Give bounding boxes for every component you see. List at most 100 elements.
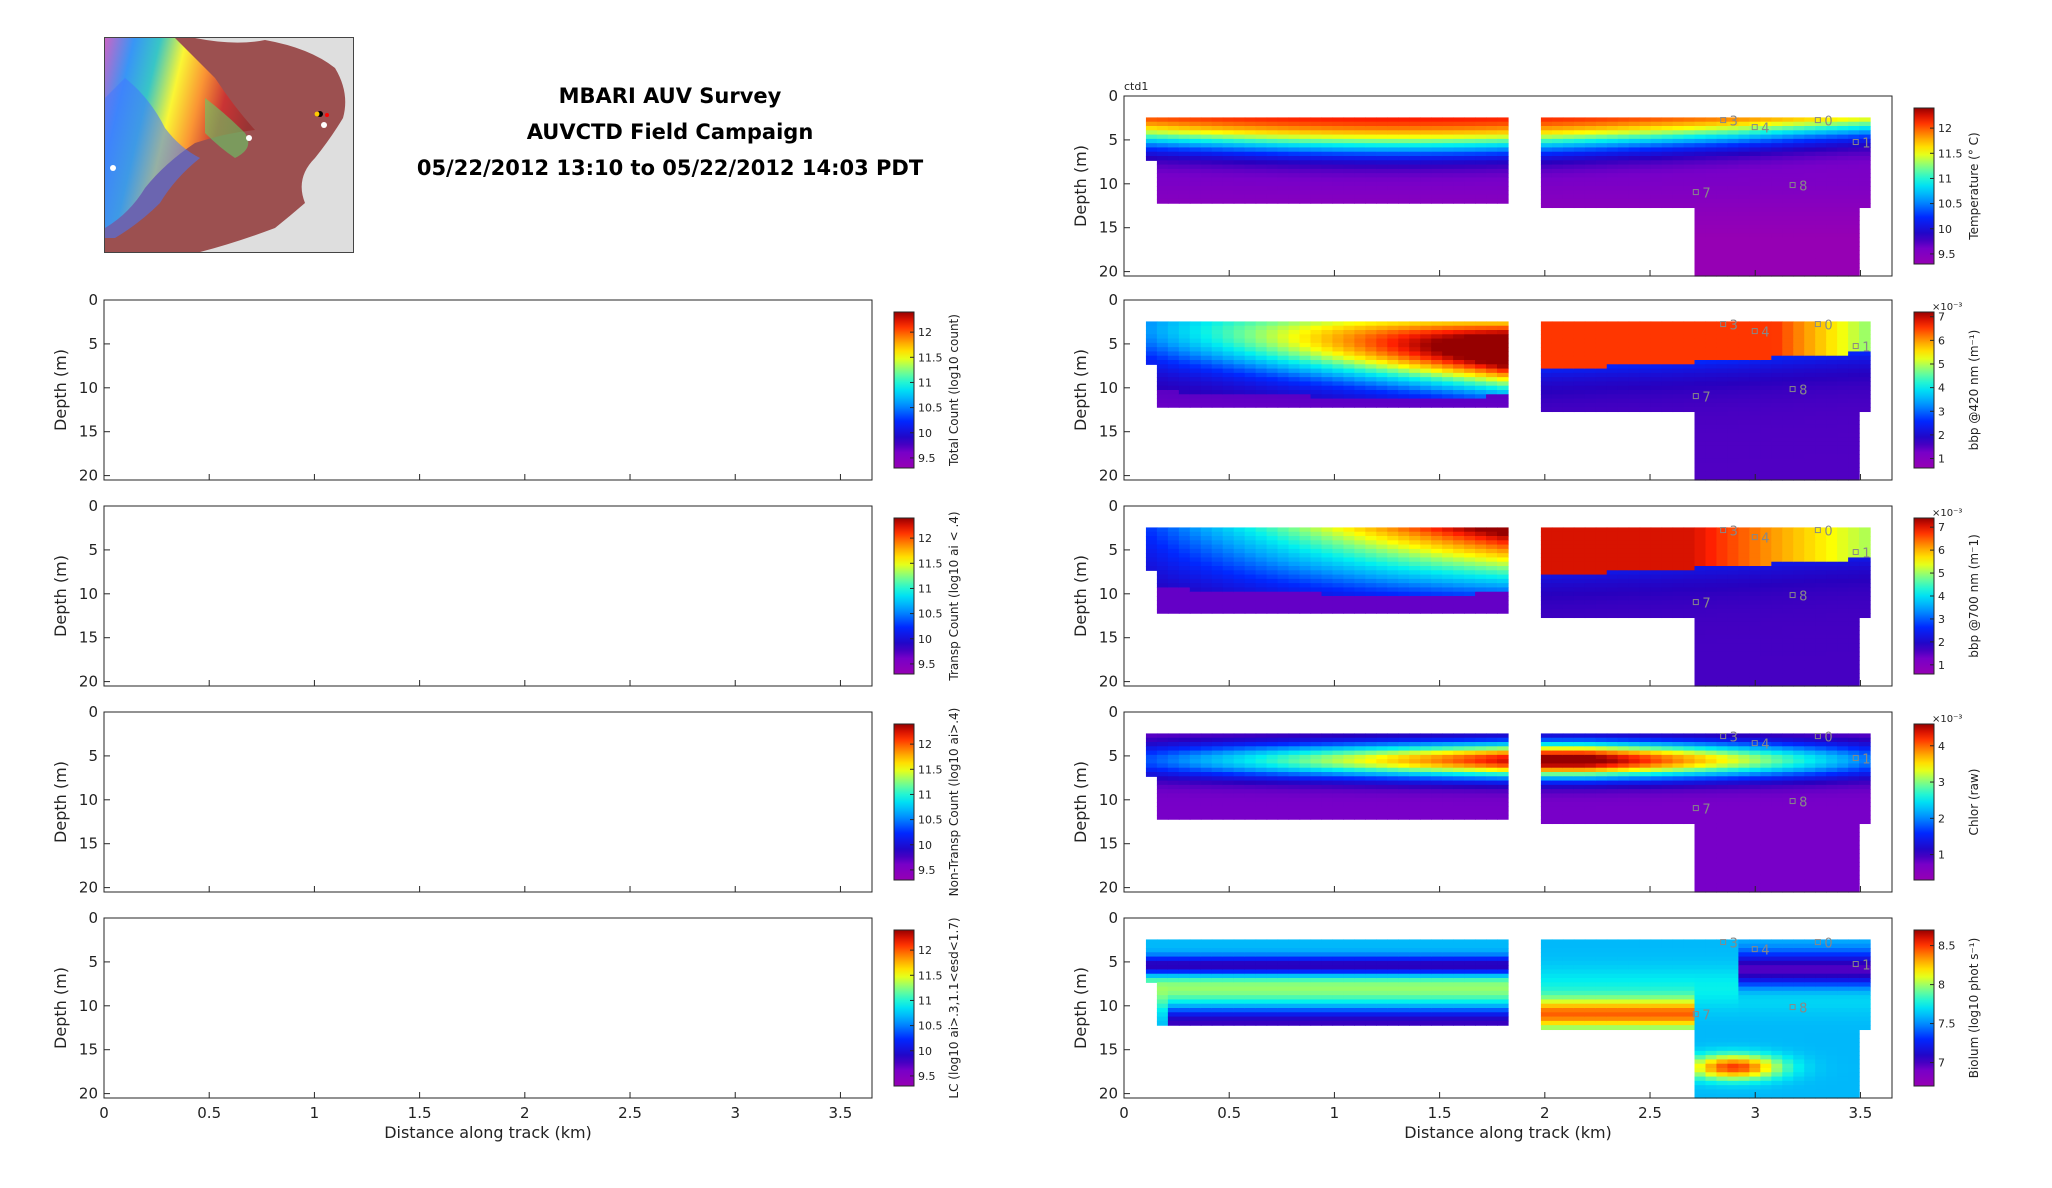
heatmap-cell	[1595, 613, 1608, 619]
heatmap-cell	[1387, 570, 1399, 576]
heatmap-cell	[1354, 334, 1366, 340]
heatmap-cell	[1782, 190, 1794, 196]
heatmap-cell	[1475, 126, 1487, 131]
heatmap-cell	[1255, 591, 1268, 597]
heatmap-cell	[1398, 553, 1410, 559]
heatmap-cell	[1606, 557, 1619, 563]
heatmap-cell	[1848, 454, 1860, 460]
heatmap-cell	[1189, 130, 1202, 136]
heatmap-cell	[1562, 531, 1575, 537]
heatmap-cell	[1749, 668, 1761, 674]
heatmap-cell	[1442, 160, 1454, 166]
heatmap-cell	[1189, 544, 1202, 550]
heatmap-cell	[1584, 394, 1597, 400]
heatmap-cell	[1277, 372, 1290, 378]
heatmap-cell	[1551, 126, 1564, 131]
heatmap-cell	[1299, 321, 1312, 327]
heatmap-cell	[1595, 190, 1608, 196]
heatmap-cell	[1782, 246, 1794, 251]
heatmap-cell	[1200, 587, 1213, 593]
heatmap-cell	[1826, 338, 1838, 344]
heatmap-cell	[1486, 570, 1498, 576]
heatmap-cell	[1848, 258, 1860, 264]
heatmap-cell	[1595, 168, 1608, 174]
heatmap-cell	[1464, 394, 1476, 400]
heatmap-cell	[1486, 527, 1498, 533]
heatmap-cell	[1540, 330, 1553, 335]
heatmap-cell	[1639, 355, 1652, 361]
heatmap-cell	[1332, 147, 1345, 153]
heatmap-cell	[1694, 574, 1707, 580]
heatmap-cell	[1848, 181, 1860, 187]
heatmap-cell	[1145, 548, 1158, 554]
y-tick-label: 0	[1108, 497, 1118, 515]
heatmap-cell	[1409, 390, 1421, 395]
heatmap-cell	[1200, 168, 1213, 174]
heatmap-cell	[1738, 186, 1750, 191]
heatmap-cell	[1826, 271, 1838, 277]
heatmap-cell	[1848, 411, 1860, 417]
heatmap-cell	[1420, 338, 1432, 344]
heatmap-cell	[1420, 600, 1432, 606]
heatmap-cell	[1244, 151, 1257, 157]
heatmap-cell	[1540, 527, 1553, 533]
heatmap-cell	[1705, 668, 1718, 674]
heatmap-cell	[1420, 156, 1432, 161]
heatmap-cell	[1617, 398, 1630, 404]
heatmap-cell	[1332, 330, 1345, 335]
heatmap-cell	[1848, 342, 1860, 348]
heatmap-cell	[1431, 587, 1443, 593]
heatmap-cell	[1606, 536, 1619, 541]
heatmap-cell	[1771, 574, 1783, 580]
heatmap-cell	[1771, 164, 1783, 170]
heatmap-cell	[1332, 156, 1345, 161]
heatmap-cell	[1727, 415, 1739, 421]
heatmap-right-1	[1145, 117, 1871, 277]
heatmap-cell	[1343, 368, 1355, 374]
heatmap-cell	[1650, 372, 1663, 378]
heatmap-cell	[1639, 330, 1652, 335]
heatmap-cell	[1486, 557, 1498, 563]
heatmap-cell	[1497, 574, 1509, 580]
heatmap-cell	[1606, 583, 1619, 589]
heatmap-cell	[1826, 216, 1838, 221]
heatmap-cell	[1156, 164, 1169, 170]
heatmap-cell	[1464, 194, 1476, 200]
heatmap-cell	[1782, 600, 1794, 606]
y-tick-label: 10	[79, 997, 98, 1015]
heatmap-cell	[1760, 194, 1772, 200]
heatmap-cell	[1310, 527, 1323, 533]
heatmap-cell	[1683, 578, 1696, 584]
heatmap-cell	[1826, 207, 1838, 213]
heatmap-cell	[1167, 385, 1180, 391]
heatmap-cell	[1639, 198, 1652, 204]
heatmap-cell	[1387, 608, 1399, 614]
heatmap-cell	[1255, 355, 1268, 361]
heatmap-cell	[1222, 570, 1235, 576]
heatmap-cell	[1804, 147, 1816, 153]
heatmap-cell	[1771, 415, 1783, 421]
heatmap-cell	[1771, 462, 1783, 468]
heatmap-cell	[1617, 553, 1630, 559]
heatmap-cell	[1497, 173, 1509, 179]
heatmap-cell	[1837, 224, 1849, 230]
heatmap-cell	[1420, 557, 1432, 563]
heatmap-cell	[1573, 117, 1586, 123]
heatmap-cell	[1464, 360, 1476, 365]
heatmap-cell	[1859, 338, 1871, 344]
heatmap-cell	[1749, 445, 1761, 451]
heatmap-cell	[1826, 377, 1838, 383]
heatmap-cell	[1354, 160, 1366, 166]
heatmap-cell	[1716, 540, 1729, 546]
heatmap-cell	[1738, 527, 1750, 533]
heatmap-cell	[1387, 190, 1399, 196]
heatmap-cell	[1310, 587, 1323, 593]
heatmap-cell	[1398, 151, 1410, 157]
heatmap-cell	[1475, 596, 1487, 601]
heatmap-cell	[1398, 402, 1410, 408]
heatmap-cell	[1628, 334, 1641, 340]
heatmap-cell	[1760, 673, 1772, 679]
bathymetry-map-graphic	[105, 38, 353, 252]
heatmap-cell	[1650, 360, 1663, 365]
heatmap-cell	[1859, 173, 1871, 179]
